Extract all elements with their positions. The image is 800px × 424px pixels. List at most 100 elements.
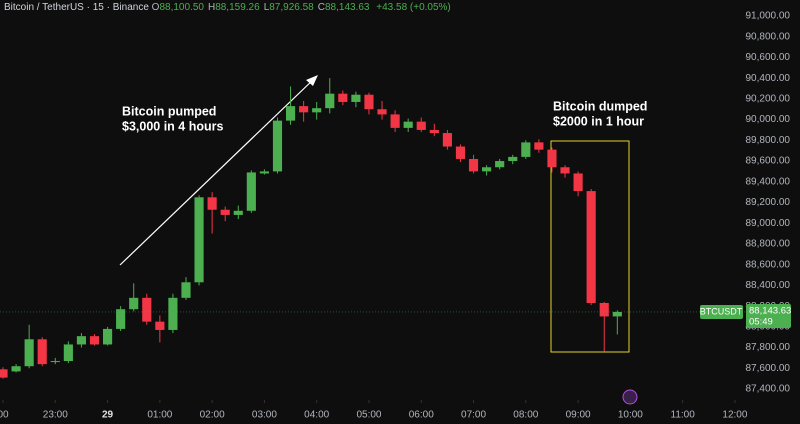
candle-body	[285, 106, 296, 121]
annotation: Bitcoin dumped	[553, 99, 647, 113]
y-tick-label: 88,800.00	[746, 239, 791, 250]
candle-body	[468, 158, 479, 172]
event-icon	[622, 389, 638, 405]
candle-body	[482, 167, 492, 172]
candle-body	[89, 336, 100, 345]
price-tag-price: 88,143.63	[749, 305, 791, 316]
candle-body	[102, 328, 113, 345]
y-tick-label: 90,000.00	[746, 114, 791, 125]
candle-body	[390, 114, 400, 128]
price-tag-countdown: 05:49	[749, 316, 773, 327]
ohlc-value: 87,926.58	[269, 2, 314, 13]
candle-body	[37, 339, 47, 365]
y-tick-label: 90,800.00	[746, 31, 791, 42]
arrow-head	[306, 75, 318, 86]
candle-body	[534, 142, 544, 150]
candle-body	[142, 297, 152, 322]
arrow	[119, 76, 317, 266]
candle-body	[364, 94, 374, 110]
y-tick-label: 87,600.00	[746, 363, 791, 374]
x-tick-label: 29	[102, 410, 114, 421]
x-tick-label: 00	[0, 410, 9, 421]
candle-body	[403, 121, 413, 128]
y-tick-label: 91,000.00	[746, 11, 791, 22]
x-tick-label: 03:00	[252, 410, 277, 421]
x-tick-label: 07:00	[461, 410, 486, 421]
y-tick-label: 89,800.00	[746, 135, 791, 146]
x-tick-label: 12:00	[722, 410, 747, 421]
x-tick-label: 08:00	[513, 410, 538, 421]
x-tick-label: 04:00	[304, 410, 329, 421]
candle-body	[325, 93, 335, 109]
candle-body	[442, 133, 452, 147]
ohlc-value: 88,159.26	[215, 2, 260, 13]
x-tick-label: 06:00	[409, 410, 434, 421]
candle-body	[63, 344, 73, 362]
candle-body	[560, 167, 570, 174]
candle-body	[547, 149, 557, 168]
candle-body	[233, 210, 243, 215]
y-tick-label: 88,400.00	[746, 280, 791, 291]
x-tick-label: 23:00	[43, 410, 68, 421]
x-tick-label: 05:00	[356, 410, 381, 421]
y-tick-label: 89,400.00	[746, 176, 791, 187]
price-tag-box	[746, 303, 791, 328]
annotation: Bitcoin pumped	[122, 104, 216, 118]
ohlc-label: C	[317, 2, 325, 13]
candle-body	[272, 120, 283, 172]
y-tick-label: 88,600.00	[746, 259, 791, 270]
candle-body	[599, 303, 609, 317]
candle-body	[586, 191, 596, 304]
candle-body	[377, 109, 387, 115]
ohlc-label: O	[151, 2, 160, 13]
candle-body	[573, 173, 583, 192]
candle-body	[246, 172, 256, 211]
candle-body	[220, 209, 230, 215]
candle-body	[495, 161, 505, 168]
x-tick-label: 09:00	[566, 410, 591, 421]
candle-body	[508, 156, 518, 162]
candle-body	[207, 197, 217, 210]
candle-body	[299, 106, 309, 113]
price-tag-symbol: BTCUSDT	[700, 306, 743, 316]
ohlc-label: L	[263, 2, 270, 13]
candle-body	[50, 361, 60, 363]
header: Bitcoin / TetherUS · 15 · Binance O88,10…	[4, 2, 455, 13]
candle-body	[181, 282, 191, 298]
candle-body	[455, 146, 466, 159]
candle-body	[521, 142, 531, 157]
change: +43.58 (+0.05%)	[376, 2, 451, 13]
x-tick-label: 02:00	[200, 410, 225, 421]
y-tick-label: 90,400.00	[746, 73, 791, 84]
price-tag-symbol-box	[700, 304, 743, 319]
candle-body	[168, 297, 178, 330]
ohlc-value: 88,100.50	[159, 2, 204, 13]
annotation: $3,000 in 4 hours	[122, 119, 223, 133]
candle-body	[612, 311, 622, 317]
x-tick-label: 01:00	[147, 410, 172, 421]
y-tick-label: 90,600.00	[746, 52, 791, 63]
y-tick-label: 90,200.00	[746, 94, 791, 105]
y-tick-label: 89,200.00	[746, 197, 791, 208]
ohlc-label: H	[207, 2, 216, 13]
ohlc-value: 88,143.63	[324, 2, 370, 13]
highlight-box	[550, 140, 630, 353]
y-tick-label: 87,800.00	[746, 342, 791, 353]
candle-body	[416, 121, 426, 130]
candle-body	[24, 339, 34, 367]
candle-body	[129, 297, 139, 310]
candle-body	[0, 369, 8, 378]
y-tick-label: 89,600.00	[746, 156, 791, 167]
candle-body	[76, 336, 87, 345]
annotation: $2000 in 1 hour	[553, 114, 644, 128]
candle-body	[338, 93, 348, 102]
candle-body	[11, 366, 21, 372]
candle-body	[429, 129, 439, 134]
candle-body	[194, 197, 204, 283]
ohlc: O88,100.50 H88,159.26 L87,926.58 C88,143.63	[152, 2, 374, 13]
candle-body	[155, 321, 165, 330]
y-tick-label: 87,400.00	[746, 384, 791, 395]
candle-body	[116, 309, 126, 329]
